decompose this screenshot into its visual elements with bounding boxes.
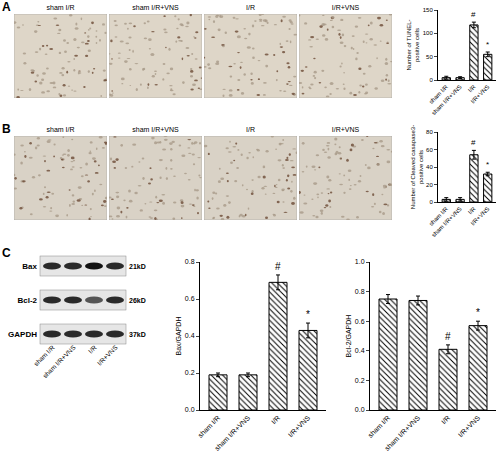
svg-text:I/R: I/R (467, 83, 477, 93)
svg-text:80: 80 (426, 129, 433, 135)
svg-text:sham I/R: sham I/R (428, 205, 450, 227)
html-text:I/R+VNS: I/R+VNS (331, 4, 360, 11)
svg-text:26kD: 26kD (129, 297, 146, 304)
svg-text:I/R+VNS: I/R+VNS (470, 84, 491, 105)
html-text:sham I/R+VNS: sham I/R+VNS (132, 126, 179, 133)
svg-text:0.2: 0.2 (185, 369, 195, 376)
svg-text:0.6: 0.6 (355, 318, 365, 325)
svg-text:0.4: 0.4 (355, 347, 365, 354)
svg-text:50: 50 (426, 54, 433, 60)
svg-text:37kD: 37kD (129, 331, 146, 338)
svg-text:Bcl-2/GAPDH: Bcl-2/GAPDH (345, 315, 352, 358)
svg-text:I/R: I/R (270, 414, 281, 425)
svg-text:sham I/R+VNS: sham I/R+VNS (431, 206, 463, 238)
svg-text:0.8: 0.8 (185, 258, 195, 265)
svg-text:I/R: I/R (440, 414, 451, 425)
svg-text:0: 0 (429, 77, 433, 83)
svg-text:sham I/R+VNS: sham I/R+VNS (213, 414, 251, 452)
svg-text:*: * (486, 40, 489, 49)
svg-text:*: * (306, 309, 310, 320)
svg-text:GAPDH: GAPDH (8, 330, 37, 339)
svg-text:sham I/R: sham I/R (366, 414, 391, 439)
svg-text:#: # (445, 331, 451, 342)
svg-text:sham I/R: sham I/R (196, 414, 221, 439)
html-text:I/R: I/R (246, 126, 255, 133)
svg-text:0.0: 0.0 (185, 406, 195, 413)
svg-text:I/R+VNS: I/R+VNS (287, 414, 312, 439)
svg-text:Number of Cleaved casapase3-po: Number of Cleaved casapase3-positive cel… (410, 125, 424, 209)
html-text:B: B (2, 122, 11, 136)
svg-text:0.2: 0.2 (355, 377, 365, 384)
svg-text:I/R+VNS: I/R+VNS (457, 414, 482, 439)
svg-text:#: # (471, 138, 476, 147)
svg-text:100: 100 (423, 30, 434, 36)
svg-text:*: * (486, 160, 489, 169)
svg-text:sham I/R+VNS: sham I/R+VNS (41, 343, 77, 379)
svg-text:I/R: I/R (87, 344, 98, 355)
svg-text:#: # (275, 261, 281, 272)
html-text:C: C (2, 246, 11, 260)
svg-text:0: 0 (429, 199, 433, 205)
svg-text:20: 20 (426, 182, 433, 188)
svg-text:Bcl-2: Bcl-2 (17, 296, 37, 305)
html-text:I/R: I/R (246, 4, 255, 11)
svg-text:I/R: I/R (467, 205, 477, 215)
svg-text:21kD: 21kD (129, 263, 146, 270)
svg-text:1.0: 1.0 (355, 258, 365, 265)
svg-text:60: 60 (426, 147, 433, 153)
svg-text:Bax/GAPDH: Bax/GAPDH (175, 317, 182, 356)
svg-text:Number of TUNEL-positive cells: Number of TUNEL-positive cells (406, 19, 420, 70)
svg-text:0.6: 0.6 (185, 295, 195, 302)
svg-text:0.0: 0.0 (355, 406, 365, 413)
svg-text:*: * (476, 307, 480, 318)
svg-text:sham I/R+VNS: sham I/R+VNS (431, 84, 463, 116)
svg-text:#: # (471, 10, 476, 19)
svg-text:sham I/R: sham I/R (428, 83, 450, 105)
svg-text:I/R+VNS: I/R+VNS (470, 206, 491, 227)
html-text:A: A (2, 0, 11, 14)
html-text:I/R+VNS: I/R+VNS (331, 126, 360, 133)
svg-text:Bax: Bax (22, 262, 37, 271)
svg-text:0.8: 0.8 (355, 288, 365, 295)
svg-text:I/R+VNS: I/R+VNS (96, 343, 119, 366)
svg-text:150: 150 (423, 7, 434, 13)
html-text:sham I/R+VNS: sham I/R+VNS (132, 4, 179, 11)
svg-text:sham I/R+VNS: sham I/R+VNS (383, 414, 421, 452)
html-text:sham I/R: sham I/R (46, 126, 75, 133)
svg-text:40: 40 (426, 164, 433, 170)
svg-text:0.4: 0.4 (185, 332, 195, 339)
html-text:sham I/R: sham I/R (46, 4, 75, 11)
